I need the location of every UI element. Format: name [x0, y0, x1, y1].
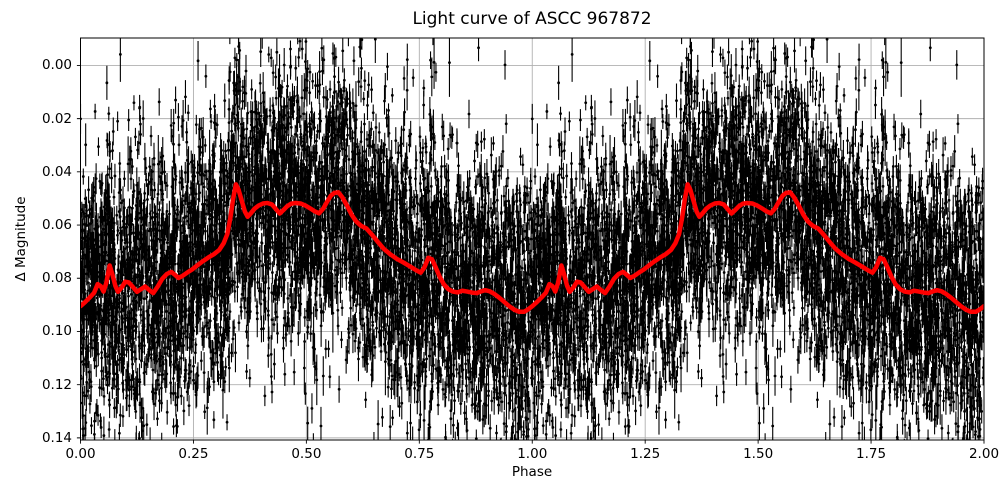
- x-tick-label: 1.25: [630, 446, 661, 462]
- x-tick-label: 0.25: [178, 446, 209, 462]
- x-tick-label: 1.50: [743, 446, 774, 462]
- y-tick-label: 0.08: [41, 270, 72, 287]
- y-tick-label: 0.00: [41, 57, 72, 74]
- x-tick-label: 0.75: [404, 446, 435, 462]
- y-tick-label: 0.02: [41, 110, 72, 127]
- x-tick-label: 0.50: [291, 446, 322, 462]
- x-tick-label: 2.00: [968, 446, 1000, 462]
- x-tick-label: 1.75: [856, 446, 887, 462]
- x-axis-label: Phase: [511, 464, 553, 480]
- y-tick-label: 0.04: [41, 163, 72, 180]
- x-tick-label: 0.00: [65, 446, 96, 462]
- chart-title: Light curve of ASCC 967872: [412, 9, 652, 29]
- y-tick-label: 0.06: [41, 217, 72, 234]
- y-tick-label: 0.10: [41, 323, 72, 340]
- y-axis-label: Δ Magnitude: [13, 196, 29, 282]
- x-tick-label: 1.00: [517, 446, 548, 462]
- y-tick-label: 0.12: [41, 376, 72, 393]
- y-tick-label: 0.14: [41, 429, 72, 446]
